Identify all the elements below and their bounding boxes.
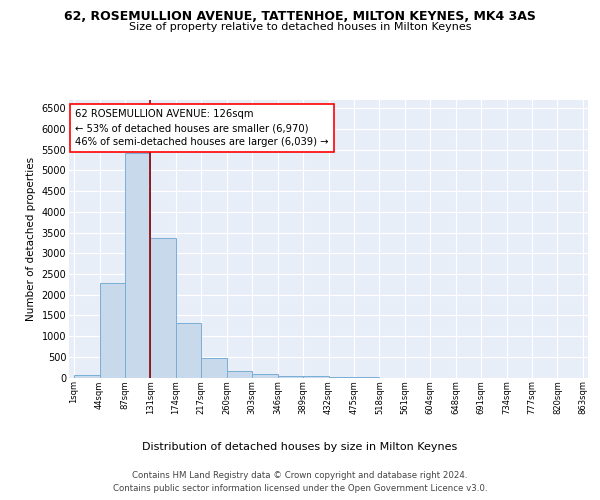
Text: Contains HM Land Registry data © Crown copyright and database right 2024.: Contains HM Land Registry data © Crown c…: [132, 471, 468, 480]
Text: Distribution of detached houses by size in Milton Keynes: Distribution of detached houses by size …: [142, 442, 458, 452]
Bar: [125, 152, 151, 378]
Bar: [303, 376, 329, 378]
Bar: [176, 323, 201, 378]
Bar: [100, 284, 125, 378]
Bar: [201, 358, 227, 378]
Bar: [329, 377, 354, 378]
Text: Size of property relative to detached houses in Milton Keynes: Size of property relative to detached ho…: [129, 22, 471, 32]
Bar: [278, 376, 303, 378]
Bar: [74, 374, 100, 378]
Text: Contains public sector information licensed under the Open Government Licence v3: Contains public sector information licen…: [113, 484, 487, 493]
Bar: [227, 370, 252, 378]
Text: 62 ROSEMULLION AVENUE: 126sqm
← 53% of detached houses are smaller (6,970)
46% o: 62 ROSEMULLION AVENUE: 126sqm ← 53% of d…: [76, 109, 329, 147]
Y-axis label: Number of detached properties: Number of detached properties: [26, 156, 36, 321]
Bar: [252, 374, 278, 378]
Text: 62, ROSEMULLION AVENUE, TATTENHOE, MILTON KEYNES, MK4 3AS: 62, ROSEMULLION AVENUE, TATTENHOE, MILTO…: [64, 10, 536, 23]
Bar: [151, 238, 176, 378]
